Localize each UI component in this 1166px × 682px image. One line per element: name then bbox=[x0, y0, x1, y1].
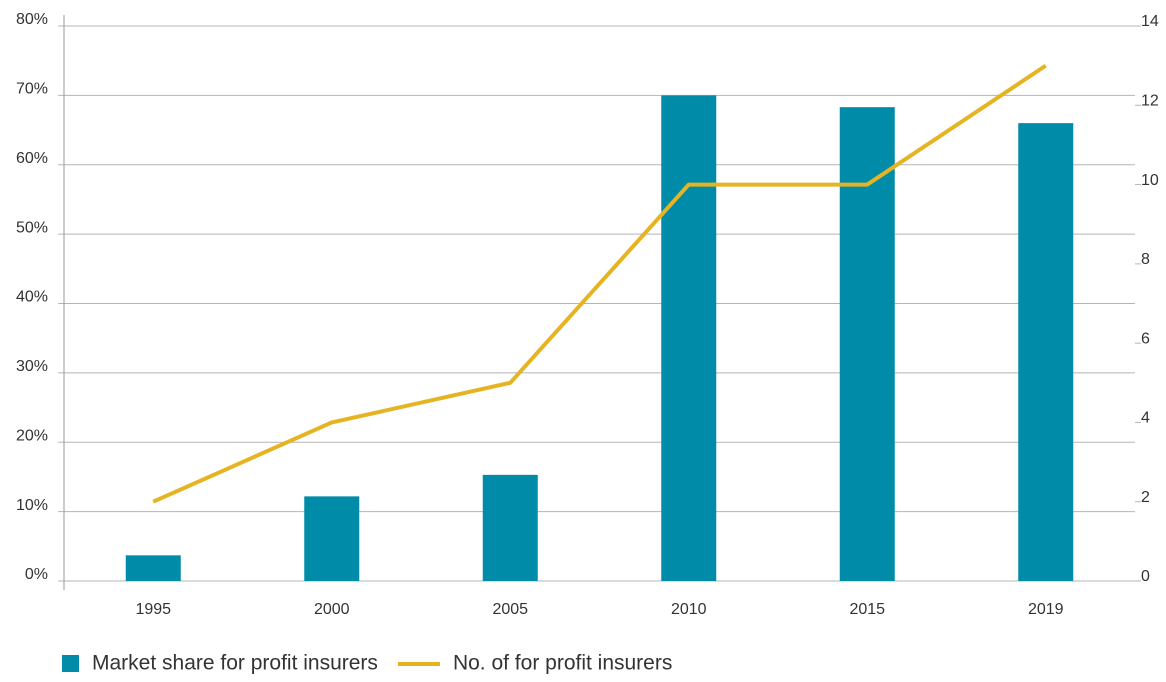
y2-tick-label: 2 bbox=[1141, 489, 1150, 506]
bar bbox=[304, 496, 360, 581]
x-tick-label: 2005 bbox=[492, 601, 528, 618]
x-tick-label: 2015 bbox=[849, 601, 885, 618]
bar bbox=[839, 107, 895, 581]
y2-tick-label: 0 bbox=[1141, 568, 1150, 585]
y-tick-label: 40% bbox=[16, 289, 48, 306]
y2-tick-label: 8 bbox=[1141, 251, 1150, 268]
legend-label: No. of for profit insurers bbox=[453, 652, 672, 675]
line bbox=[152, 63, 1047, 504]
y2-tick-label: 4 bbox=[1141, 410, 1150, 427]
y-tick-label: 80% bbox=[16, 11, 48, 28]
x-tick-label: 2019 bbox=[1028, 601, 1064, 618]
y-tick-label: 50% bbox=[16, 219, 48, 236]
y-tick-label: 10% bbox=[16, 497, 48, 514]
y-tick-label: 30% bbox=[16, 358, 48, 375]
y-tick-label: 20% bbox=[16, 427, 48, 444]
y-tick-label: 70% bbox=[16, 81, 48, 98]
x-tick-label: 1995 bbox=[135, 601, 171, 618]
y2-tick-label: 12 bbox=[1141, 93, 1159, 110]
x-tick-label: 2000 bbox=[314, 601, 350, 618]
legend-swatch bbox=[62, 655, 79, 672]
legend-label: Market share for profit insurers bbox=[92, 652, 378, 675]
y2-tick-label: 14 bbox=[1141, 13, 1159, 30]
bar bbox=[482, 474, 538, 581]
x-tick-label: 2010 bbox=[671, 601, 707, 618]
y2-tick-label: 6 bbox=[1141, 330, 1150, 347]
bar bbox=[661, 95, 717, 581]
bar bbox=[125, 555, 181, 581]
legend: Market share for profit insurers No. of f… bbox=[62, 652, 672, 675]
bar bbox=[1018, 123, 1074, 581]
y-tick-label: 0% bbox=[25, 566, 48, 583]
y2-tick-label: 10 bbox=[1141, 172, 1159, 189]
y-tick-label: 60% bbox=[16, 150, 48, 167]
